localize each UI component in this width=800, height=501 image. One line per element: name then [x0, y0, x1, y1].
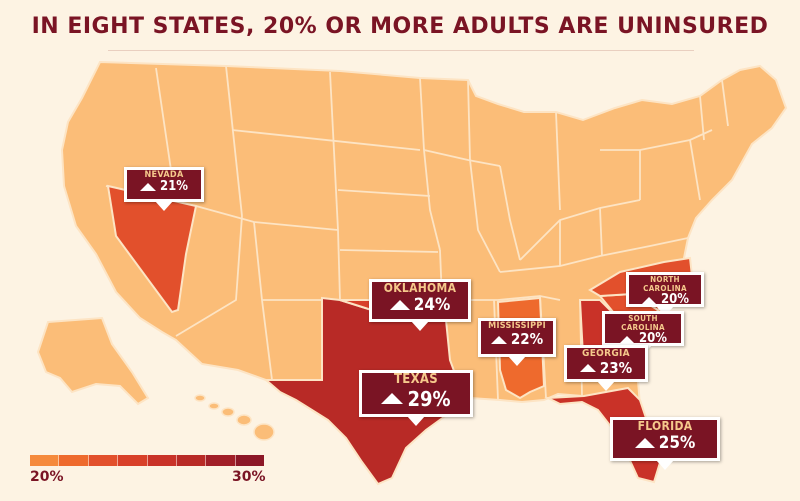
callout-value: 20% — [639, 331, 667, 347]
callout-value-row: 24% — [372, 296, 468, 315]
increase-triangle-icon — [619, 335, 635, 344]
callout-state-name: NEVADA — [144, 170, 184, 180]
callout-texas: TEXAS 29% — [359, 370, 473, 426]
callout-value-row: 25% — [613, 434, 717, 453]
increase-triangle-icon — [490, 335, 507, 344]
legend-swatch — [59, 455, 89, 466]
legend-swatch — [147, 455, 177, 466]
callout-value-row: 20% — [629, 293, 701, 307]
callout-florida: FLORIDA 25% — [610, 417, 720, 470]
callout-value: 24% — [413, 294, 451, 315]
legend-swatch — [206, 455, 236, 466]
hawaii-shape — [194, 394, 275, 441]
callout-value: 21% — [160, 179, 188, 195]
increase-triangle-icon — [389, 300, 410, 311]
callout-value-row: 29% — [362, 388, 470, 410]
callout-nevada: NEVADA 21% — [124, 167, 204, 211]
callout-state-name: TEXAS — [394, 372, 438, 387]
increase-triangle-icon — [634, 438, 655, 449]
callout-state-name: GEORGIA — [582, 348, 630, 359]
callout-mississippi: MISSISSIPPI 22% — [478, 318, 556, 366]
callout-value: 22% — [510, 330, 544, 349]
color-scale-legend — [30, 455, 264, 466]
callout-state-name: MISSISSIPPI — [488, 321, 546, 331]
increase-triangle-icon — [641, 296, 657, 305]
legend-swatch — [235, 455, 264, 466]
map-title: IN EIGHT STATES, 20% OR MORE ADULTS ARE … — [31, 14, 769, 39]
legend-min-label: 20% — [30, 469, 64, 485]
callout-state-name: SOUTH CAROLINA — [621, 314, 665, 333]
callout-oklahoma: OKLAHOMA 24% — [369, 279, 471, 331]
callout-south-carolina: SOUTH CAROLINA 20% — [602, 311, 684, 355]
increase-triangle-icon — [140, 183, 156, 192]
callout-value-row: 21% — [127, 180, 201, 194]
callout-georgia: GEORGIA 23% — [564, 345, 648, 391]
alaska-shape — [36, 316, 150, 406]
callout-state-name: FLORIDA — [637, 419, 693, 433]
legend-swatch — [176, 455, 207, 466]
legend-swatch — [88, 455, 119, 466]
legend-swatch — [30, 455, 60, 466]
callout-value-row: 22% — [481, 331, 553, 348]
callout-value-row: 23% — [567, 358, 645, 377]
callout-value: 29% — [407, 386, 451, 411]
callout-value: 23% — [599, 358, 633, 377]
increase-triangle-icon — [579, 363, 596, 372]
callout-value: 25% — [658, 432, 696, 453]
legend-swatch — [118, 455, 148, 466]
callout-state-name: OKLAHOMA — [383, 281, 457, 295]
increase-triangle-icon — [381, 393, 404, 405]
callout-value-row: 20% — [605, 332, 681, 346]
callout-state-name: NORTH CAROLINA — [643, 275, 687, 294]
callout-north-carolina: NORTH CAROLINA 20% — [626, 272, 704, 316]
nevada-shape — [106, 184, 198, 314]
callout-value: 20% — [661, 292, 689, 308]
legend-max-label: 30% — [232, 469, 266, 485]
title-divider — [108, 50, 694, 51]
